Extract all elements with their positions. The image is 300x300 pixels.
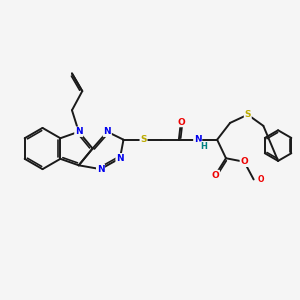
Text: N: N <box>194 135 202 144</box>
Text: O: O <box>240 157 248 166</box>
Text: S: S <box>244 110 251 119</box>
Text: N: N <box>75 127 82 136</box>
Text: N: N <box>103 127 111 136</box>
Text: S: S <box>140 135 147 144</box>
Text: H: H <box>201 142 208 151</box>
Text: N: N <box>97 165 104 174</box>
Text: N: N <box>116 154 124 163</box>
Text: O: O <box>177 118 185 127</box>
Text: O: O <box>257 175 264 184</box>
Text: O: O <box>212 170 219 179</box>
